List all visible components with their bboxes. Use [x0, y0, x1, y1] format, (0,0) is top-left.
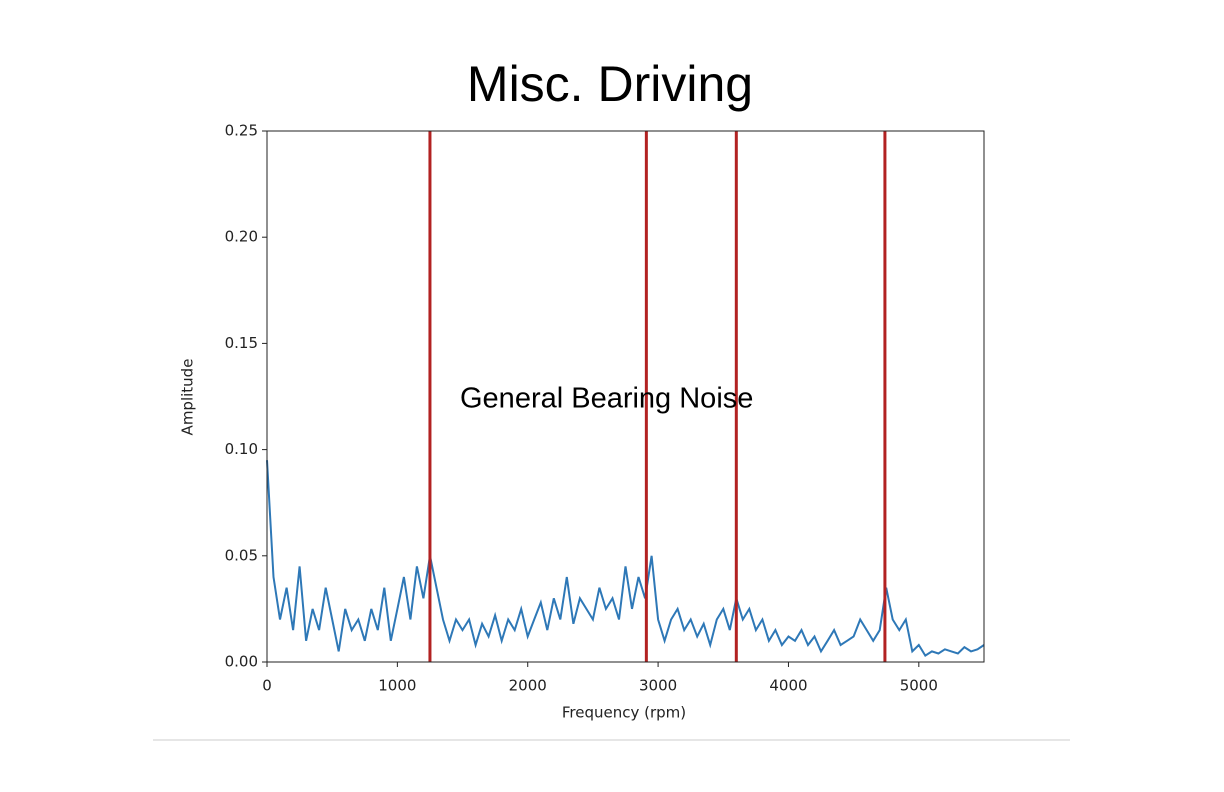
x-tick-label: 1000 [378, 677, 416, 695]
x-tick-label: 3000 [639, 677, 677, 695]
y-tick-label: 0.20 [225, 228, 258, 246]
y-tick-label: 0.05 [225, 546, 258, 564]
data-line [266, 460, 985, 657]
y-tick-label: 0.00 [225, 653, 258, 671]
x-tick-label: 2000 [509, 677, 547, 695]
x-tick-label: 5000 [900, 677, 938, 695]
plot-frame [266, 130, 985, 663]
y-tick-label: 0.25 [225, 122, 258, 140]
y-axis-label: Amplitude [179, 359, 197, 436]
annotation: General Bearing Noise [460, 383, 753, 415]
x-axis-label: Frequency (rpm) [562, 704, 686, 722]
chart-title: Misc. Driving [467, 56, 753, 112]
y-tick-label: 0.10 [225, 440, 258, 458]
y-tick-label: 0.15 [225, 334, 258, 352]
x-tick-label: 0 [262, 677, 272, 695]
x-tick-label: 4000 [769, 677, 807, 695]
